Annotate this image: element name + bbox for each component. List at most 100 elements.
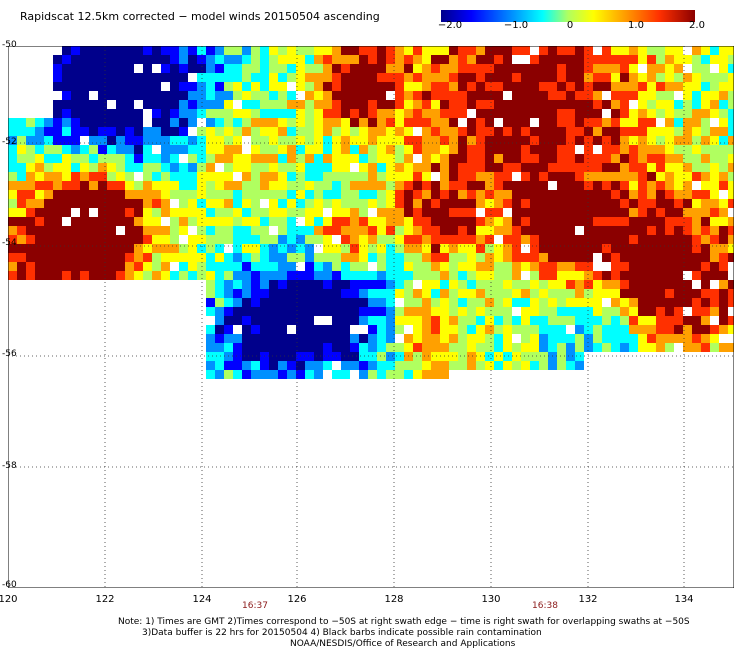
data-cell [701, 289, 710, 298]
data-cell [314, 73, 323, 82]
data-cell [701, 271, 710, 280]
data-cell [89, 262, 98, 271]
data-cell [161, 154, 170, 163]
data-cell [296, 46, 305, 55]
data-cell [548, 325, 557, 334]
data-cell [584, 280, 593, 289]
data-cell [557, 199, 566, 208]
data-cell [98, 109, 107, 118]
data-cell [386, 208, 395, 217]
data-cell [242, 154, 251, 163]
data-cell [584, 118, 593, 127]
data-cell [251, 64, 260, 73]
data-cell [638, 325, 647, 334]
data-cell [341, 361, 350, 370]
data-cell [476, 262, 485, 271]
data-cell [566, 181, 575, 190]
data-cell [215, 64, 224, 73]
data-cell [593, 154, 602, 163]
data-cell [152, 109, 161, 118]
data-cell [278, 262, 287, 271]
data-cell [692, 64, 701, 73]
data-cell [80, 199, 89, 208]
data-cell [557, 163, 566, 172]
data-cell [566, 289, 575, 298]
data-cell [233, 244, 242, 253]
data-cell [116, 154, 125, 163]
data-cell [593, 100, 602, 109]
data-cell [215, 154, 224, 163]
data-cell [386, 73, 395, 82]
data-cell [494, 325, 503, 334]
data-cell [611, 163, 620, 172]
data-cell [719, 181, 728, 190]
data-cell [152, 253, 161, 262]
data-cell [143, 271, 152, 280]
data-cell [512, 226, 521, 235]
data-cell [620, 181, 629, 190]
data-cell [728, 289, 734, 298]
data-cell [125, 55, 134, 64]
data-cell [566, 172, 575, 181]
data-cell [422, 343, 431, 352]
data-cell [629, 226, 638, 235]
data-cell [674, 181, 683, 190]
data-cell [260, 82, 269, 91]
data-cell [368, 280, 377, 289]
data-cell [521, 127, 530, 136]
data-cell [170, 163, 179, 172]
data-cell [359, 343, 368, 352]
data-cell [530, 298, 539, 307]
data-cell [368, 100, 377, 109]
data-cell [593, 226, 602, 235]
data-cell [413, 244, 422, 253]
data-cell [620, 100, 629, 109]
lon-label-120: 120 [0, 594, 18, 605]
data-cell [341, 307, 350, 316]
data-cell [611, 82, 620, 91]
data-cell [152, 154, 161, 163]
data-cell [449, 235, 458, 244]
data-cell [35, 235, 44, 244]
data-cell [440, 262, 449, 271]
data-cell [530, 199, 539, 208]
data-cell [314, 262, 323, 271]
data-cell [386, 118, 395, 127]
data-cell [17, 253, 26, 262]
data-cell [584, 316, 593, 325]
data-cell [503, 280, 512, 289]
data-cell [404, 172, 413, 181]
data-cell [143, 199, 152, 208]
data-cell [449, 127, 458, 136]
data-cell [278, 361, 287, 370]
data-cell [278, 55, 287, 64]
data-cell [701, 73, 710, 82]
data-cell [386, 136, 395, 145]
data-cell [251, 370, 260, 379]
data-cell [359, 64, 368, 73]
data-cell [53, 226, 62, 235]
data-cell [404, 262, 413, 271]
data-cell [341, 217, 350, 226]
data-cell [602, 100, 611, 109]
data-cell [674, 208, 683, 217]
data-cell [548, 361, 557, 370]
data-cell [701, 172, 710, 181]
data-cell [485, 334, 494, 343]
data-cell [521, 217, 530, 226]
data-cell [404, 307, 413, 316]
data-cell [404, 199, 413, 208]
data-cell [467, 208, 476, 217]
data-cell [557, 235, 566, 244]
data-cell [548, 316, 557, 325]
data-cell [215, 244, 224, 253]
data-cell [233, 298, 242, 307]
data-cell [413, 118, 422, 127]
data-cell [62, 271, 71, 280]
data-cell [449, 226, 458, 235]
data-cell [683, 181, 692, 190]
data-cell [629, 46, 638, 55]
data-cell [350, 109, 359, 118]
data-cell [377, 145, 386, 154]
data-cell [701, 109, 710, 118]
